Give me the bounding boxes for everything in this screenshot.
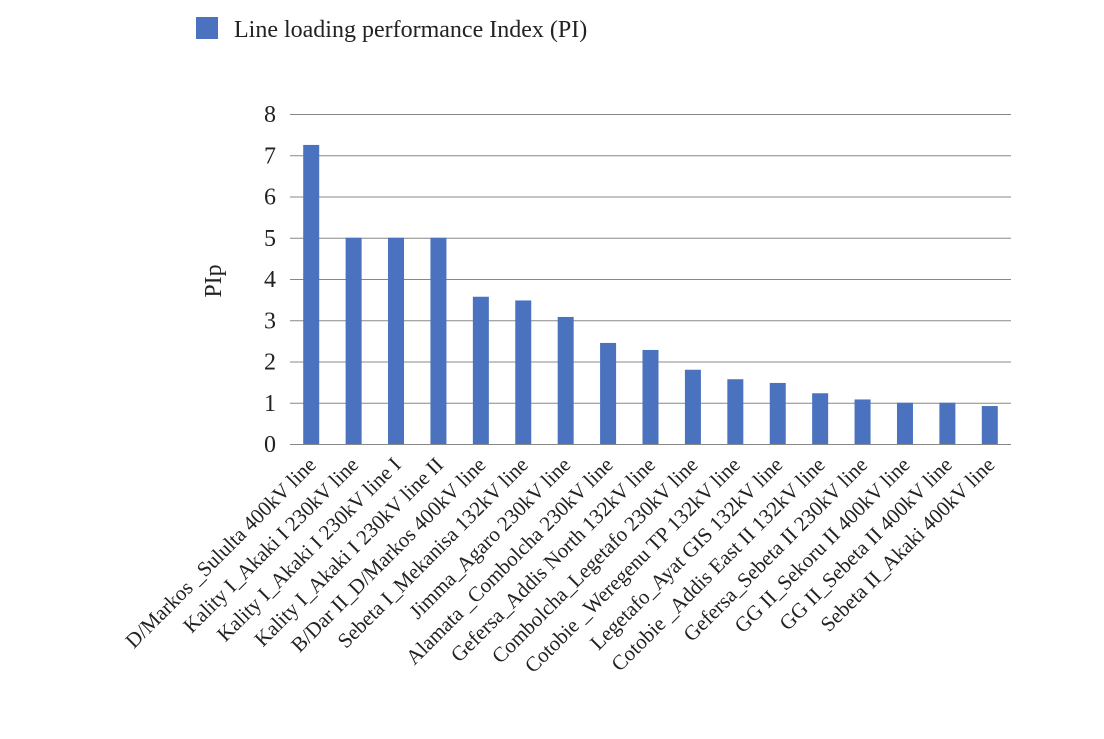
bar: [896, 402, 913, 444]
y-tick-label: 4: [264, 267, 276, 293]
bar: [939, 402, 956, 444]
bar: [388, 237, 405, 444]
bar: [981, 406, 998, 444]
bar: [430, 237, 447, 444]
bar: [557, 316, 574, 444]
bar: [303, 144, 320, 444]
bar: [472, 296, 489, 444]
bar: [769, 382, 786, 444]
y-axis-ticks: 0 1 2 3 4 5 6 7 8: [264, 102, 276, 458]
y-tick-label: 1: [264, 391, 276, 417]
bar: [727, 379, 744, 444]
bar: [684, 369, 701, 444]
bar: [642, 349, 659, 444]
y-tick-label: 5: [264, 226, 276, 252]
y-tick-label: 0: [264, 432, 276, 458]
bar: [854, 399, 871, 444]
bars: [303, 144, 998, 444]
y-tick-label: 3: [264, 308, 276, 334]
y-axis-title: PIp: [201, 264, 227, 297]
legend-swatch: [196, 17, 218, 39]
gridlines: [290, 114, 1011, 404]
y-tick-label: 6: [264, 185, 276, 211]
y-tick-label: 2: [264, 350, 276, 376]
bar: [345, 237, 362, 444]
y-tick-label: 7: [264, 143, 276, 169]
bar: [515, 300, 532, 444]
bar: [812, 393, 829, 444]
y-tick-label: 8: [264, 102, 276, 128]
legend: Line loading performance Index (PI): [196, 17, 587, 43]
legend-label: Line loading performance Index (PI): [234, 17, 587, 43]
bar: [600, 342, 617, 444]
